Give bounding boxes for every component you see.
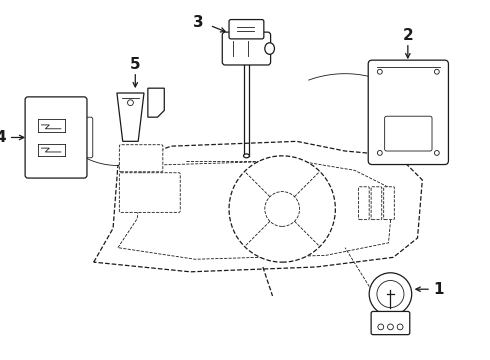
FancyBboxPatch shape <box>120 145 163 172</box>
Circle shape <box>265 192 299 226</box>
Circle shape <box>377 69 382 74</box>
FancyBboxPatch shape <box>229 19 264 39</box>
FancyBboxPatch shape <box>25 97 87 178</box>
Circle shape <box>377 280 404 307</box>
Ellipse shape <box>265 43 274 54</box>
Circle shape <box>435 69 439 74</box>
FancyBboxPatch shape <box>371 187 382 220</box>
FancyBboxPatch shape <box>384 187 394 220</box>
FancyBboxPatch shape <box>120 173 180 212</box>
FancyBboxPatch shape <box>222 32 270 65</box>
Text: 2: 2 <box>402 27 413 42</box>
Circle shape <box>229 156 335 262</box>
FancyBboxPatch shape <box>371 311 410 335</box>
Circle shape <box>435 150 439 156</box>
Text: 3: 3 <box>193 15 203 30</box>
Circle shape <box>377 150 382 156</box>
Text: 4: 4 <box>0 130 6 145</box>
Circle shape <box>397 324 403 330</box>
FancyBboxPatch shape <box>385 116 432 151</box>
Polygon shape <box>148 88 164 117</box>
Polygon shape <box>94 141 422 272</box>
Circle shape <box>127 100 133 105</box>
Text: 5: 5 <box>130 57 141 72</box>
Polygon shape <box>117 93 144 141</box>
Circle shape <box>388 324 393 330</box>
Ellipse shape <box>244 154 249 158</box>
Polygon shape <box>118 161 393 259</box>
FancyBboxPatch shape <box>79 117 93 158</box>
FancyBboxPatch shape <box>359 187 369 220</box>
FancyBboxPatch shape <box>368 60 448 165</box>
Text: 1: 1 <box>434 282 444 297</box>
Circle shape <box>369 273 412 315</box>
Circle shape <box>378 324 384 330</box>
